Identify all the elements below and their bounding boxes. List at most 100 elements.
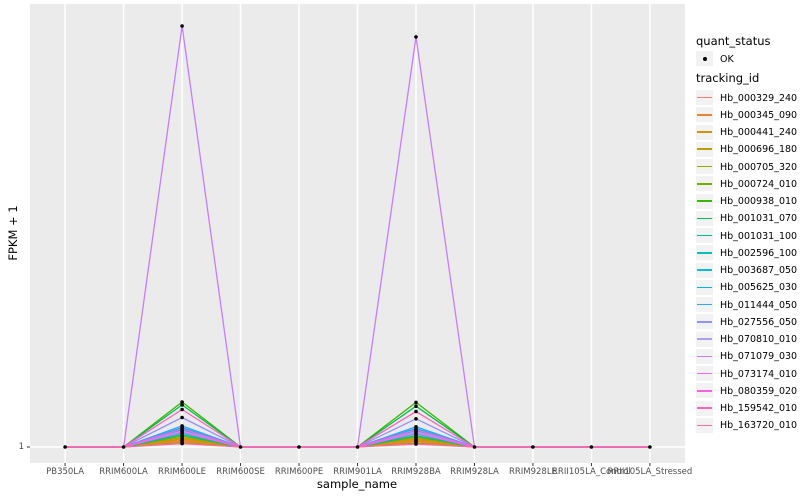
x-tick-label: RRII105LA_Stressed [607,467,693,477]
x-tick-label: RRIM600PE [274,467,324,477]
legend-key-Hb_000329_240 [696,90,713,105]
quant-status-point [180,427,184,431]
legend-label-Hb_027556_050: Hb_027556_050 [720,316,798,328]
quant-status-point [297,445,301,449]
quant-status-point [180,407,184,412]
legend-swatch-icon [697,96,712,99]
quant-status-point [472,445,477,449]
legend-swatch-icon [697,338,712,340]
legend-label-Hb_005625_030: Hb_005625_030 [720,282,798,294]
quant-status-point [414,442,418,446]
quant-status-point [238,445,243,449]
legend-label-Hb_001031_100: Hb_001031_100 [720,230,798,242]
y-tick-label: 1 [18,442,24,452]
legend-key-Hb_000938_010 [696,193,713,209]
quant-status-point [414,409,418,414]
quant-status-point [414,427,418,432]
legend-label-Hb_000345_090: Hb_000345_090 [720,109,798,121]
legend-title-tracking-id: tracking_id [696,71,760,85]
legend-label-Hb_003687_050: Hb_003687_050 [720,265,798,277]
legend-swatch-icon [697,286,712,289]
x-tick-label: RRII105LA_Control [552,467,631,477]
quant-status-point [180,403,184,407]
legend-swatch-icon [697,131,712,133]
quant-status-point [180,430,184,435]
legend-key-Hb_002596_100 [696,245,713,261]
legend-swatch-icon [697,355,712,358]
legend-label-Hb_070810_010: Hb_070810_010 [720,334,798,346]
quant-status-point [414,417,418,421]
x-tick-label: RRIM901LA [333,467,382,477]
legend-key-Hb_071079_030 [696,348,713,364]
legend-key-Hb_000696_180 [696,141,713,157]
quant-status-point [180,400,184,404]
quant-status-point [180,441,184,446]
legend-label-Hb_001031_070: Hb_001031_070 [720,213,798,225]
quant-status-point [414,404,418,409]
quant-status-point [589,445,594,449]
legend-label-Hb_080359_020: Hb_080359_020 [720,385,798,397]
data-points [63,24,652,449]
legend-swatch-icon [697,200,712,202]
legend-key-Hb_003687_050 [696,262,713,278]
quant-status-point [648,445,652,449]
legend-key-Hb_000705_320 [696,159,713,175]
quant-status-point [414,35,418,39]
axis-ticks [27,446,651,466]
legend-key-Hb_159542_010 [696,400,713,416]
legend-swatch-icon [697,407,712,409]
quant-status-point [531,445,535,449]
legend-key-ok [696,51,713,66]
legend-key-Hb_000345_090 [696,107,713,123]
legend-label-Hb_159542_010: Hb_159542_010 [720,403,798,415]
legend-swatch-icon [697,303,712,306]
quant-status-point [355,445,360,449]
legend-swatch-icon [697,424,712,427]
x-tick-label: RRIM928LA [450,467,499,477]
legend-swatch-icon [697,148,712,151]
quant-status-point [180,24,184,28]
legend-key-Hb_070810_010 [696,331,713,347]
legend-swatch-icon [697,113,712,116]
x-tick-label: PB350LA [46,467,85,477]
legend-swatch-icon [697,269,712,271]
legend-label-Hb_000696_180: Hb_000696_180 [720,144,798,156]
legend-swatch-icon [697,234,712,237]
quant-status-point [414,400,418,405]
legend-swatch-icon [697,390,712,392]
legend-key-Hb_001031_100 [696,228,713,244]
x-tick-label: RRIM600LA [99,467,148,477]
legend-label-Hb_163720_010: Hb_163720_010 [720,420,798,432]
x-tick-label: RRIM600SE [216,467,265,477]
x-tick-label: RRIM928LE [508,467,557,477]
legend-key-Hb_080359_020 [696,383,713,399]
legend-label-ok: OK [720,54,734,65]
legend: quant_status OK tracking_id Hb_000329_24… [688,0,800,500]
legend-label-Hb_000724_010: Hb_000724_010 [720,178,798,190]
legend-key-Hb_001031_070 [696,210,713,226]
quant-status-point [63,445,67,449]
legend-key-Hb_000441_240 [696,124,713,140]
legend-key-Hb_027556_050 [696,314,713,330]
legend-key-Hb_005625_030 [696,279,713,295]
quant-status-point [180,424,184,428]
quant-status-point [121,445,126,449]
quant-status-point [414,431,418,435]
quant-status-point [414,425,418,429]
x-tick-label: RRIM928BA [391,467,441,477]
legend-swatch-icon [697,182,712,185]
legend-label-Hb_000329_240: Hb_000329_240 [720,92,798,104]
legend-label-Hb_002596_100: Hb_002596_100 [720,247,798,259]
legend-label-Hb_000705_320: Hb_000705_320 [720,161,798,173]
legend-label-Hb_000938_010: Hb_000938_010 [720,196,798,208]
legend-swatch-icon [697,372,712,375]
legend-label-Hb_071079_030: Hb_071079_030 [720,351,798,363]
quant-status-point [180,415,184,420]
x-axis-title: sample_name [316,477,398,491]
ok-point-icon [702,56,707,61]
legend-swatch-icon [697,217,712,220]
legend-key-Hb_073174_010 [696,366,713,382]
legend-title-quant-status: quant_status [696,34,771,48]
